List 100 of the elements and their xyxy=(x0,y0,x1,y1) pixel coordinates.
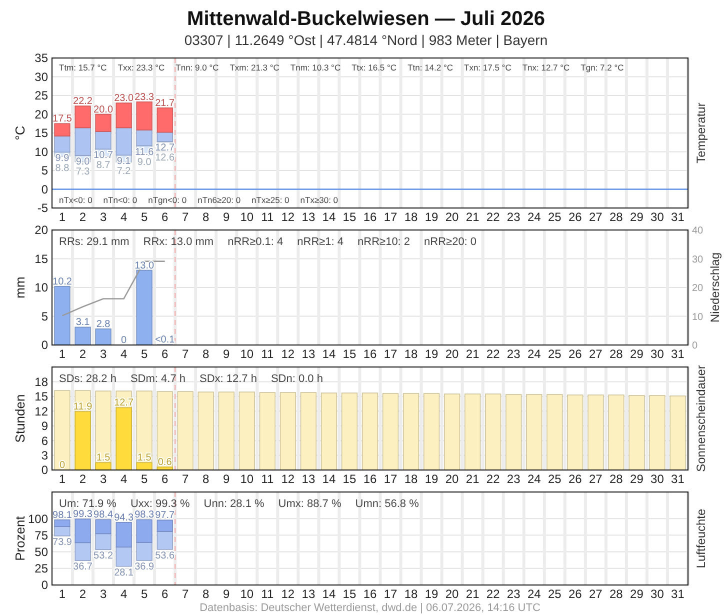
annotation: 12.7 xyxy=(155,142,176,154)
x-tick-label: 4 xyxy=(120,472,128,486)
x-tick-label: 16 xyxy=(363,587,377,601)
x-tick-label: 31 xyxy=(671,210,685,224)
data-label: 11.9 xyxy=(73,402,93,413)
x-tick-label: 5 xyxy=(140,587,148,601)
data-label: 1.5 xyxy=(96,452,111,464)
x-tick-label: 4 xyxy=(120,347,128,361)
x-tick-label: 2 xyxy=(79,587,86,601)
annotation: 99.3 xyxy=(73,509,93,520)
y-tick-label: 6 xyxy=(41,434,48,448)
annotation: 94.3 xyxy=(114,512,134,524)
x-tick-label: 5 xyxy=(140,210,148,224)
annotation: 36.9 xyxy=(134,561,154,572)
y-tick-label: 3 xyxy=(41,448,48,462)
y2-axis-title: Temperatur xyxy=(694,102,708,164)
y2-tick-label: 20 xyxy=(692,283,704,294)
x-tick-label: 30 xyxy=(650,347,664,361)
x-tick-label: 17 xyxy=(384,472,398,486)
x-tick-label: 1 xyxy=(58,472,66,486)
data-label: <0.1 xyxy=(154,334,176,346)
x-tick-label: 24 xyxy=(527,587,542,601)
annotation: nRR≥20: 0 xyxy=(424,236,477,248)
x-tick-label: 16 xyxy=(363,347,377,361)
x-tick-label: 3 xyxy=(100,210,107,224)
x-tick-label: 31 xyxy=(671,472,685,486)
chart-title: Mittenwald-Buckelwiesen — Juli 2026 xyxy=(187,8,545,30)
x-tick-label: 31 xyxy=(671,587,685,601)
x-tick-label: 26 xyxy=(568,472,582,486)
x-tick-label: 19 xyxy=(424,347,439,361)
annotation: 9.0 xyxy=(137,156,152,168)
x-tick-label: 27 xyxy=(589,472,603,486)
annotation: 8.7 xyxy=(96,160,111,172)
x-tick-label: 23 xyxy=(506,472,521,486)
x-tick-label: 14 xyxy=(322,472,336,486)
x-tick-label: 15 xyxy=(342,210,356,224)
annotation: nTx<0: 0 xyxy=(59,195,93,205)
data-label: 0.6 xyxy=(158,457,172,468)
x-tick-label: 11 xyxy=(261,210,274,224)
x-tick-label: 22 xyxy=(486,347,500,361)
x-tick-label: 2 xyxy=(79,210,86,224)
data-label: 3.1 xyxy=(76,317,90,328)
y-tick-label: 0 xyxy=(41,578,48,592)
y-tick-label: 0 xyxy=(41,182,48,196)
x-tick-label: 17 xyxy=(384,587,398,601)
x-tick-label: 30 xyxy=(650,210,664,224)
annotation: RRx: 13.0 mm xyxy=(143,236,214,248)
x-tick-label: 1 xyxy=(58,587,66,601)
x-tick-label: 3 xyxy=(100,347,107,361)
x-tick-label: 11 xyxy=(261,347,274,361)
x-tick-label: 15 xyxy=(342,347,356,361)
x-tick-label: 14 xyxy=(322,587,336,601)
y-tick-label: 75 xyxy=(34,528,48,542)
annotation: 23.0 xyxy=(114,93,134,104)
y2-tick-label: 40 xyxy=(692,226,704,236)
x-tick-label: 15 xyxy=(342,472,356,486)
x-tick-label: 24 xyxy=(527,210,542,224)
annotation: nTx≥30: 0 xyxy=(300,195,338,205)
x-tick-label: 28 xyxy=(610,587,624,601)
x-tick-label: 22 xyxy=(486,472,500,486)
y-tick-label: -5 xyxy=(37,201,48,216)
x-tick-label: 12 xyxy=(281,210,295,224)
annotation: Txx: 23.3 °C xyxy=(118,62,165,72)
x-tick-label: 29 xyxy=(630,587,644,601)
y-tick-label: 35 xyxy=(34,51,48,66)
y-tick-label: 50 xyxy=(34,544,48,559)
x-tick-label: 25 xyxy=(548,472,562,486)
x-tick-label: 21 xyxy=(466,347,480,361)
annotation: 98.1 xyxy=(52,510,72,521)
x-axis-title: Datenbasis: Deutscher Wetterdienst, dwd.de | 06.07.2026, 14:16 UTC xyxy=(200,602,540,614)
x-tick-label: 12 xyxy=(281,472,295,486)
annotation: 22.2 xyxy=(73,96,93,107)
x-tick-label: 9 xyxy=(223,210,230,224)
x-tick-label: 25 xyxy=(548,210,562,224)
x-tick-label: 7 xyxy=(182,587,190,601)
y-tick-label: 100 xyxy=(28,512,48,526)
x-tick-label: 29 xyxy=(630,347,644,361)
annotation: 28.1 xyxy=(114,567,134,578)
annotation: SDn: 0.0 h xyxy=(270,373,323,385)
y-tick-label: 18 xyxy=(34,374,48,389)
annotation: 36.7 xyxy=(73,562,93,573)
x-tick-label: 6 xyxy=(161,587,168,601)
y-tick-label: 20 xyxy=(34,223,48,238)
x-tick-label: 9 xyxy=(223,347,230,361)
x-tick-label: 13 xyxy=(302,472,316,486)
data-label: 2.8 xyxy=(96,318,111,330)
annotation: 11.6 xyxy=(134,146,154,158)
x-tick-label: 21 xyxy=(466,210,480,224)
x-tick-label: 1 xyxy=(58,347,66,361)
annotation: Um: 71.9 % xyxy=(59,498,117,510)
y2-tick-label: 30 xyxy=(692,254,704,266)
x-tick-label: 27 xyxy=(589,210,603,224)
y-axis-title: Prozent xyxy=(12,516,28,561)
x-tick-label: 14 xyxy=(322,347,336,361)
y-tick-label: 30 xyxy=(34,70,48,84)
x-tick-label: 7 xyxy=(182,210,190,224)
y2-axis-title: Niederschlag xyxy=(708,252,722,323)
x-tick-label: 28 xyxy=(610,347,624,361)
y-tick-label: 10 xyxy=(34,280,48,295)
x-tick-label: 6 xyxy=(161,347,168,361)
